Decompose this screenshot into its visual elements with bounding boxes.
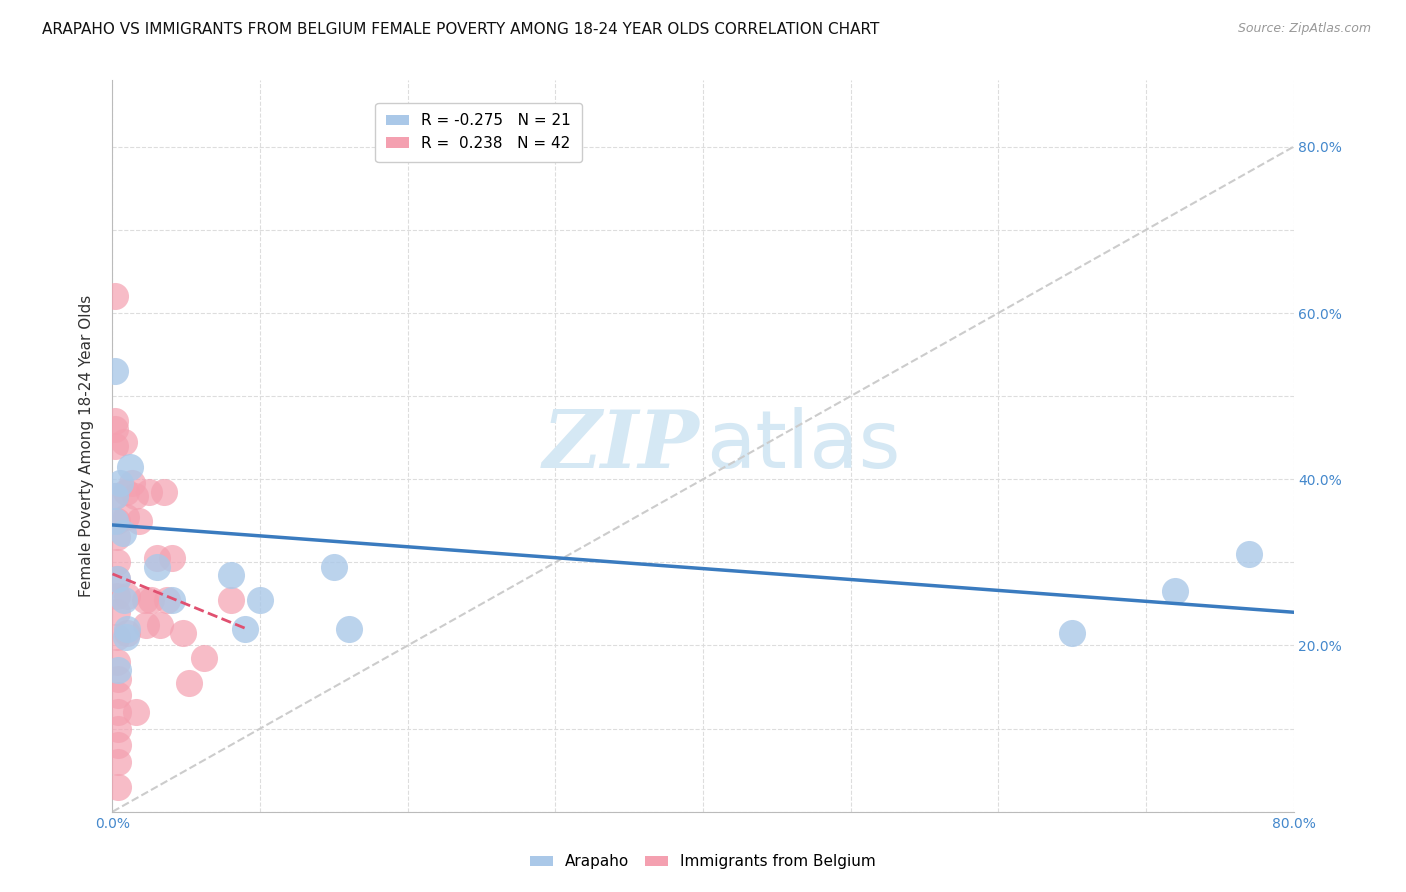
Point	[111, 526, 134, 541]
Point	[153, 484, 176, 499]
Point	[146, 559, 169, 574]
Y-axis label: Female Poverty Among 18-24 Year Olds: Female Poverty Among 18-24 Year Olds	[79, 295, 94, 597]
Point	[108, 476, 131, 491]
Point	[323, 559, 346, 574]
Point	[104, 489, 127, 503]
Point	[249, 592, 271, 607]
Point	[104, 514, 127, 528]
Point	[112, 592, 135, 607]
Point	[107, 738, 129, 752]
Point	[104, 439, 127, 453]
Point	[193, 651, 215, 665]
Point	[134, 592, 156, 607]
Point	[160, 592, 183, 607]
Point	[124, 489, 146, 503]
Point	[1164, 584, 1187, 599]
Point	[104, 489, 127, 503]
Point	[107, 722, 129, 736]
Point	[156, 592, 179, 607]
Point	[135, 617, 157, 632]
Point	[114, 509, 136, 524]
Point	[105, 572, 128, 586]
Point	[233, 622, 256, 636]
Point	[104, 414, 127, 428]
Point	[219, 567, 242, 582]
Point	[105, 514, 128, 528]
Point	[146, 551, 169, 566]
Point	[121, 476, 143, 491]
Point	[337, 622, 360, 636]
Point	[149, 617, 172, 632]
Point	[120, 459, 142, 474]
Point	[107, 689, 129, 703]
Point	[1239, 547, 1261, 561]
Point	[125, 705, 148, 719]
Point	[105, 555, 128, 569]
Text: ARAPAHO VS IMMIGRANTS FROM BELGIUM FEMALE POVERTY AMONG 18-24 YEAR OLDS CORRELAT: ARAPAHO VS IMMIGRANTS FROM BELGIUM FEMAL…	[42, 22, 880, 37]
Legend: R = -0.275   N = 21, R =  0.238   N = 42: R = -0.275 N = 21, R = 0.238 N = 42	[375, 103, 582, 161]
Point	[105, 530, 128, 544]
Point	[104, 422, 127, 436]
Legend: Arapaho, Immigrants from Belgium: Arapaho, Immigrants from Belgium	[524, 848, 882, 875]
Point	[114, 630, 136, 644]
Point	[107, 664, 129, 678]
Point	[179, 676, 201, 690]
Point	[117, 626, 138, 640]
Point	[138, 484, 160, 499]
Point	[117, 622, 138, 636]
Point	[104, 364, 127, 378]
Point	[105, 589, 128, 603]
Point	[105, 572, 128, 586]
Point	[112, 434, 135, 449]
Point	[104, 289, 127, 303]
Point	[105, 605, 128, 619]
Point	[128, 514, 150, 528]
Point	[107, 755, 129, 769]
Point	[160, 551, 183, 566]
Point	[114, 484, 136, 499]
Point	[107, 780, 129, 794]
Point	[172, 626, 194, 640]
Text: Source: ZipAtlas.com: Source: ZipAtlas.com	[1237, 22, 1371, 36]
Point	[139, 592, 162, 607]
Point	[117, 589, 138, 603]
Point	[105, 655, 128, 669]
Point	[105, 630, 128, 644]
Point	[107, 705, 129, 719]
Text: atlas: atlas	[707, 407, 901, 485]
Point	[1062, 626, 1084, 640]
Text: ZIP: ZIP	[543, 408, 699, 484]
Point	[107, 672, 129, 686]
Point	[219, 592, 242, 607]
